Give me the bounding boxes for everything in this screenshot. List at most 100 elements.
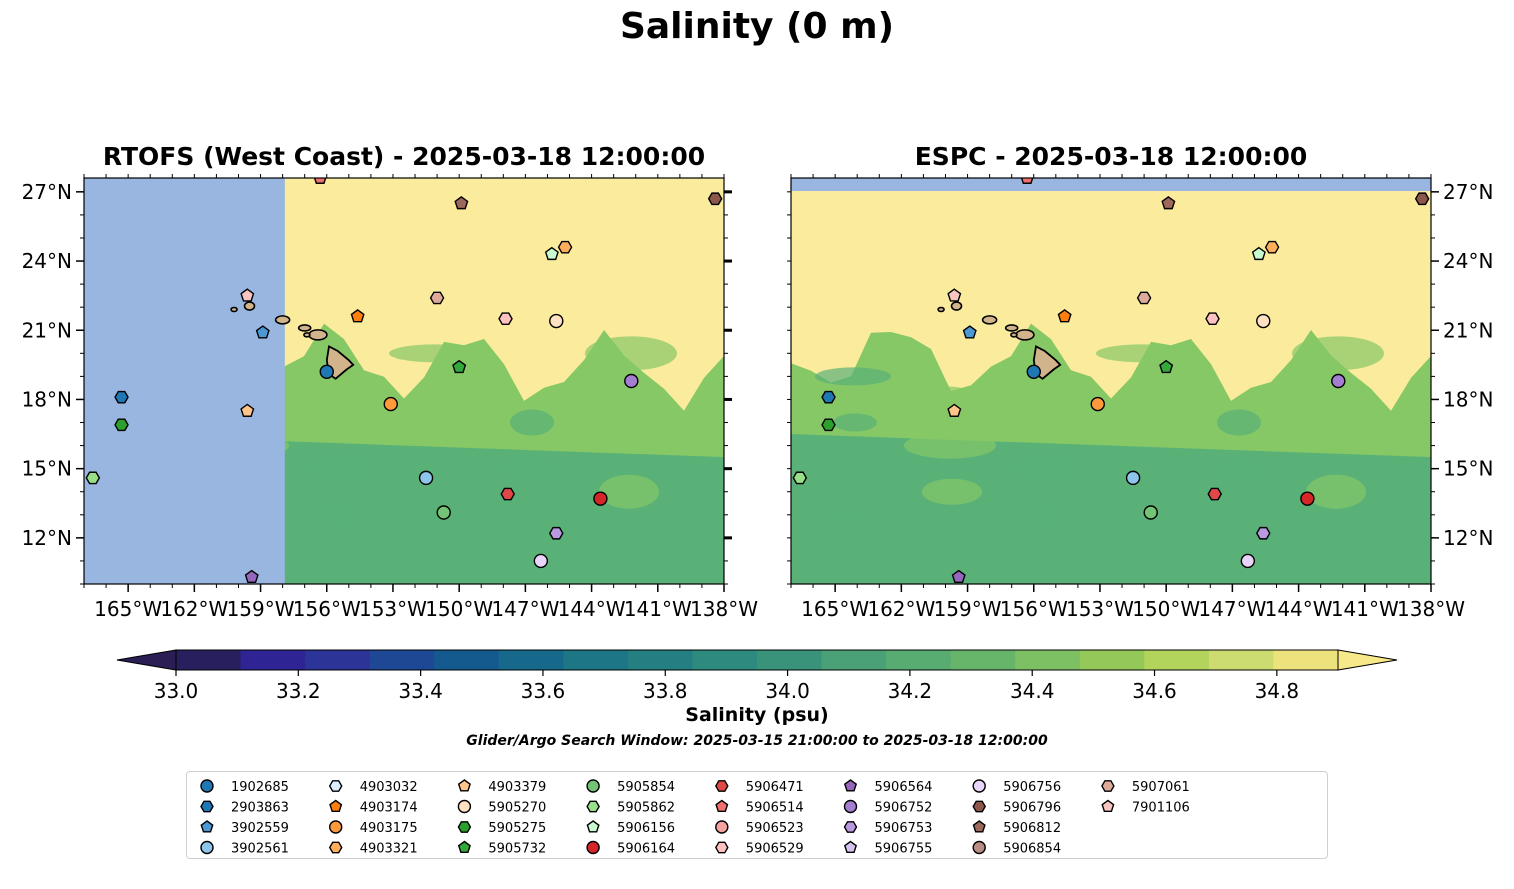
legend-label: 4903321 (360, 842, 418, 857)
float-marker-4903379 (947, 403, 962, 417)
float-marker-2903863 (821, 390, 836, 404)
legend-label: 3902559 (231, 821, 289, 836)
island (308, 329, 328, 341)
float-marker-4903032 (773, 163, 786, 174)
lon-tick-label: 162°W (160, 597, 228, 621)
salinity-eddy (585, 336, 677, 371)
salinity-eddy (1096, 344, 1188, 363)
salinity-eddy (510, 409, 554, 436)
float-marker-3902561 (1125, 470, 1141, 486)
lon-tick-label: 156°W (293, 597, 361, 621)
salinity-eddy (1203, 455, 1279, 482)
float-marker-5906753 (548, 526, 564, 540)
salinity-eddy (1025, 497, 1069, 532)
lon-tick-label: 141°W (1331, 597, 1399, 621)
colorbar-segment (1273, 650, 1339, 670)
legend-label: 5906514 (746, 801, 804, 816)
lon-tick-label: 162°W (867, 597, 935, 621)
colorbar-segment (1144, 650, 1210, 670)
salinity-eddy (599, 474, 659, 509)
float-marker-5906523 (305, 151, 318, 164)
float-marker-1902685 (1026, 364, 1041, 379)
float-marker-4903175 (383, 396, 398, 412)
float-marker-4903032 (66, 163, 79, 174)
salinity-eddy (1007, 451, 1083, 486)
lon-tick-label: 141°W (624, 597, 692, 621)
legend-item: 5905270 (457, 799, 546, 816)
masked-region (791, 178, 1431, 191)
legend-item: 5906156 (586, 820, 675, 836)
lat-tick-label: 18°N (22, 387, 72, 411)
legend-label: 5905275 (488, 821, 546, 836)
float-marker-5906564 (244, 569, 259, 584)
float-legend: 1902685 2903863 3902559 3902561 4903032 49031… (186, 771, 1328, 859)
island (937, 306, 945, 313)
legend-item: 4903321 (328, 842, 418, 857)
legend-label: 3902561 (231, 842, 289, 857)
float-marker-5906812 (454, 196, 469, 210)
salinity-eddy (318, 497, 362, 532)
salinity-eddy (300, 451, 376, 486)
legend-item: 5907061 (1101, 780, 1190, 795)
legend-marker-4903175 (328, 820, 343, 834)
legend-item: 5906753 (843, 821, 932, 836)
float-marker-4903174 (1057, 309, 1072, 323)
salinity-eddy (918, 386, 978, 413)
colorbar-tick-label: 34.2 (888, 679, 933, 703)
right-map-panel: 165°W162°W159°W156°W153°W150°W147°W144°W… (773, 148, 1493, 621)
float-marker-3902559 (962, 325, 977, 339)
legend-marker-5906812 (972, 820, 986, 833)
legend-item: 5906529 (714, 842, 804, 857)
colorbar-tick-label: 33.4 (398, 679, 443, 703)
colorbar-segment (434, 650, 500, 670)
float-marker-3902561 (418, 470, 434, 486)
colorbar-segment (563, 650, 629, 670)
legend-label: 5906752 (875, 801, 933, 816)
lon-tick-label: 147°W (491, 597, 559, 621)
float-marker-4903379 (240, 403, 255, 417)
colorbar-tick-label: 33.8 (643, 679, 688, 703)
right-panel-title: ESPC - 2025-03-18 12:00:00 (914, 142, 1308, 171)
salinity-eddy (1217, 409, 1261, 436)
colorbar-segment (305, 650, 371, 670)
legend-label: 5905854 (617, 780, 675, 795)
float-marker-5906796 (1414, 192, 1430, 206)
float-marker-5905732 (452, 359, 467, 374)
legend-marker-5906523 (715, 820, 729, 834)
legend-marker-5906753 (843, 821, 858, 833)
legend-marker-5905862 (586, 800, 600, 813)
legend-marker-4903174 (329, 799, 343, 813)
island (981, 315, 998, 325)
lat-tick-label: 15°N (22, 457, 72, 481)
legend-label: 5906756 (1003, 780, 1061, 795)
colorbar: 33.0 33.2 33.4 33.6 33.8 34.0 34.2 34.4 34.6 34.8 (116, 649, 1398, 703)
lon-tick-label: 138°W (690, 597, 758, 621)
lon-tick-label: 153°W (1066, 597, 1134, 621)
legend-marker-5906471 (714, 780, 729, 792)
search-window-note: Glider/Argo Search Window: 2025-03-15 21… (466, 733, 1048, 749)
lon-tick-label: 144°W (1265, 597, 1333, 621)
legend-item: 5906756 (972, 779, 1061, 795)
float-marker-5905732 (1159, 359, 1174, 374)
legend-marker-3902559 (200, 820, 214, 833)
figure-title: Salinity (0 m) (619, 6, 895, 47)
salinity-eddy (1306, 474, 1366, 509)
float-marker-5906523 (1012, 151, 1025, 164)
float-marker-5905862 (85, 471, 101, 485)
lat-tick-label: 18°N (1443, 387, 1493, 411)
legend-marker-5906752 (843, 799, 858, 814)
legend-item: 5906564 (843, 779, 932, 795)
legend-item: 4903174 (329, 799, 418, 816)
float-marker-5906756 (1240, 553, 1256, 569)
legend-marker-5906755 (843, 840, 858, 854)
float-marker-5905854 (436, 505, 451, 520)
float-marker-5906755 (906, 148, 918, 160)
colorbar-segment (627, 650, 693, 670)
float-marker-5906514 (1020, 178, 1034, 184)
legend-label: 2903863 (231, 801, 289, 816)
legend-label: 5905732 (488, 842, 546, 857)
float-marker-5905275 (821, 418, 836, 432)
colorbar-segment (369, 650, 435, 670)
colorbar-extend-low (116, 649, 177, 671)
